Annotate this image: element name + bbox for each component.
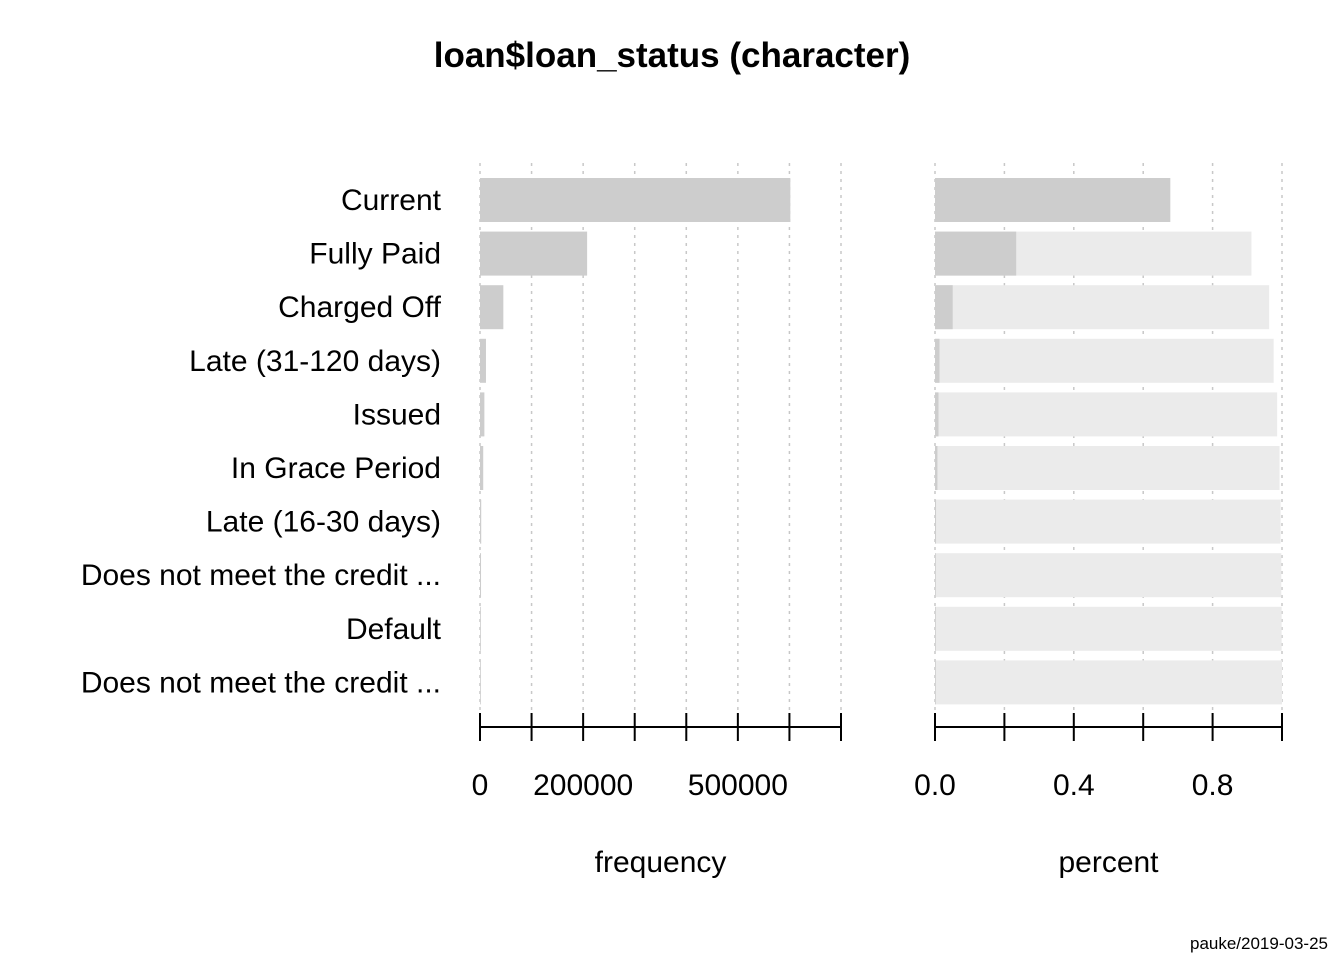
percent-bar (935, 553, 936, 598)
category-label: Issued (353, 398, 441, 431)
percent-cumulative-bar (935, 660, 1282, 705)
frequency-bar (480, 660, 481, 705)
x-axis-label: percent (1058, 846, 1159, 879)
frequency-bar (480, 178, 791, 222)
category-label: Default (346, 613, 442, 646)
percent-bar (935, 499, 937, 544)
frequency-bar (480, 553, 482, 598)
category-label: Current (341, 184, 442, 217)
percent-cumulative-bar (935, 285, 1270, 330)
percent-cumulative-bar (935, 606, 1282, 651)
credit-text: pauke/2019-03-25 (1189, 934, 1328, 953)
percent-bar (935, 392, 939, 437)
percent-bar (935, 178, 1171, 222)
category-label: Does not meet the credit ... (81, 666, 441, 699)
percent-bar (935, 338, 940, 383)
chart-title: loan$loan_status (character) (433, 36, 911, 75)
tick-label: 500000 (688, 769, 788, 802)
frequency-bar (480, 606, 481, 651)
category-label: Charged Off (278, 291, 442, 324)
frequency-bar (480, 392, 485, 437)
tick-label: 0.8 (1192, 769, 1234, 802)
frequency-bar (480, 338, 486, 383)
category-label: Does not meet the credit ... (81, 559, 441, 592)
percent-bar (935, 285, 953, 330)
percent-cumulative-bar (935, 338, 1274, 383)
tick-label: 0.0 (914, 769, 956, 802)
tick-label: 0.4 (1053, 769, 1095, 802)
percent-bar (935, 231, 1017, 276)
percent-cumulative-bar (935, 499, 1281, 544)
frequency-bar (480, 285, 504, 330)
tick-label: 0 (472, 769, 489, 802)
tick-label: 200000 (533, 769, 633, 802)
percent-cumulative-bar (935, 446, 1280, 490)
frequency-bar (480, 446, 484, 490)
category-label: Late (31-120 days) (189, 345, 441, 378)
frequency-bar (480, 499, 482, 544)
category-label: In Grace Period (231, 452, 441, 485)
category-label: Fully Paid (309, 238, 441, 271)
percent-cumulative-bar (935, 553, 1282, 598)
x-axis-label: frequency (595, 846, 727, 879)
percent-bar (935, 606, 936, 651)
percent-bar (935, 446, 938, 490)
frequency-bar (480, 231, 588, 276)
category-label: Late (16-30 days) (206, 506, 441, 539)
percent-cumulative-bar (935, 392, 1278, 437)
percent-bar (935, 660, 936, 705)
